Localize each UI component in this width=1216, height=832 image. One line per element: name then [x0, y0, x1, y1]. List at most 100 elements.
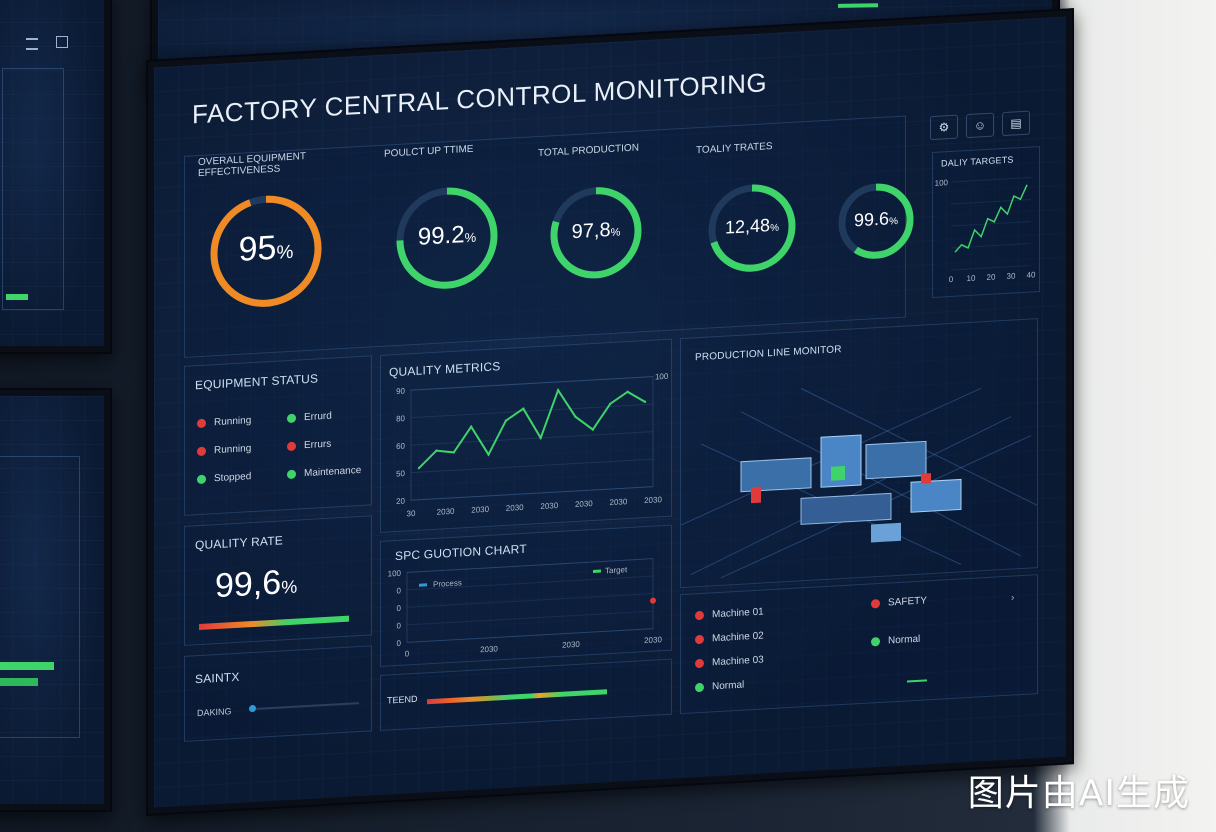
- status-label: Running: [214, 443, 252, 457]
- plot-area: [410, 376, 654, 501]
- status-label: Errurs: [304, 438, 332, 452]
- gauge-arc: [550, 187, 642, 279]
- daily-grid-line: [951, 265, 1031, 271]
- status-dot: [197, 418, 206, 429]
- target-legend-label: Target: [605, 565, 628, 575]
- spc-alert-dot: [650, 597, 656, 604]
- right-status-label: Normal: [888, 633, 921, 647]
- grid-line: [411, 403, 653, 419]
- quality-rate-panel: QUALITY RATE 99,6%: [184, 515, 372, 646]
- status-dot: [197, 474, 206, 485]
- quality-point: [643, 400, 647, 404]
- x-tick-label: 2030: [644, 495, 662, 505]
- gauge-number: 12,48: [725, 215, 771, 238]
- machine-item: Machine 02: [695, 630, 764, 645]
- saintx-label: DAKING: [197, 706, 232, 719]
- status-dot: [287, 469, 296, 479]
- gauge-arc: [210, 195, 322, 307]
- quality-rate-bar: [199, 615, 349, 631]
- quality-rate-unit: %: [281, 576, 298, 598]
- gauge-ring: [838, 183, 914, 259]
- trend-panel: TEEND: [380, 658, 672, 731]
- equipment-status-item: Stopped: [197, 471, 251, 485]
- quality-point: [452, 451, 455, 454]
- x-tick-label: 2030: [506, 503, 524, 513]
- machine-item: Machine 03: [695, 654, 764, 669]
- machine-status-panel: Machine 01 Machine 02 Machine 03 Normal SAF…: [680, 574, 1038, 715]
- right-status-label: SAFETY: [888, 595, 927, 609]
- left-green-bar: [6, 294, 28, 300]
- gauge-unit: %: [276, 241, 294, 264]
- machine-item: Normal: [695, 680, 744, 694]
- saintx-slider-track[interactable]: [253, 702, 359, 711]
- target-legend-swatch: [593, 569, 601, 574]
- saintx-slider-thumb[interactable]: [249, 704, 256, 713]
- production-line-3d-view: [681, 387, 1037, 579]
- right-status-dot: [871, 636, 880, 647]
- equipment-status-list: Running Errurd Running Errurs Stopped Mainten…: [185, 356, 371, 484]
- spc-y-tick: 0: [397, 604, 402, 613]
- quality-point: [487, 453, 490, 456]
- quality-metrics-chart: 90 80 60 50 20 100 30 2030 2030 2030 2030 2030 2030 2…: [396, 372, 669, 519]
- quality-point: [556, 389, 560, 392]
- gauge-number: 95: [238, 228, 277, 269]
- main-monitor: FACTORY CENTRAL CONTROL MONITORING ⚙ ☺ ▤…: [146, 8, 1074, 816]
- equipment-status-item: Running: [197, 443, 251, 457]
- quality-point: [435, 449, 438, 452]
- machine-dot: [695, 610, 704, 621]
- gauge-ring: [708, 184, 796, 272]
- quality-point: [469, 425, 473, 428]
- chevron-right-icon[interactable]: ›: [1011, 592, 1015, 604]
- equipment-status-item: Errurs: [287, 439, 331, 452]
- left-bottom-panel: [0, 456, 80, 738]
- quality-rate-title: QUALITY RATE: [195, 533, 283, 553]
- status-dot: [287, 413, 296, 423]
- spc-x-tick: 0: [405, 649, 410, 658]
- left-green-bar-2: [0, 662, 54, 670]
- quality-rate-number: 99,6: [215, 563, 282, 606]
- daily-series-line: [954, 184, 1028, 253]
- status-label: Running: [214, 415, 252, 429]
- machine-label: Machine 03: [712, 654, 764, 669]
- grid-line: [411, 431, 653, 446]
- y-tick-label: 20: [396, 496, 405, 506]
- spc-y-tick: 0: [397, 639, 402, 648]
- machine-label: Machine 02: [712, 630, 764, 645]
- gear-icon[interactable]: ⚙: [930, 114, 958, 141]
- y-right-tick: 100: [655, 372, 669, 382]
- daily-grid-line: [951, 199, 1031, 205]
- spc-grid-line: [407, 628, 653, 643]
- left-green-bar-3: [0, 678, 38, 686]
- gauge-arc: [396, 187, 498, 289]
- x-tick-label: 30: [407, 509, 416, 519]
- spc-grid-line: [407, 610, 653, 626]
- status-dot: [197, 446, 206, 457]
- machine-dot: [695, 634, 704, 645]
- user-icon[interactable]: ☺: [966, 112, 994, 139]
- process-legend-label: Process: [433, 578, 462, 589]
- document-icon[interactable]: ▤: [1002, 110, 1030, 137]
- right-status-item: Normal: [871, 634, 920, 648]
- production-line-panel: PRODUCTION LINE MONITOR: [680, 318, 1038, 589]
- equipment-status-title: EQUIPMENT STATUS: [195, 371, 319, 393]
- equipment-status-item: Errurd: [287, 411, 332, 425]
- machine-dot: [695, 658, 704, 669]
- equipment-status-item: Maintenance: [287, 465, 361, 480]
- grid-line: [411, 458, 653, 474]
- machine-label: Machine 01: [712, 606, 764, 621]
- daily-grid-line: [951, 221, 1031, 227]
- quality-point: [609, 402, 612, 405]
- daily-grid-line: [951, 177, 1031, 183]
- y-tick-label: 50: [396, 469, 405, 479]
- status-label: Stopped: [214, 471, 252, 485]
- gauge-4: 99.6%: [834, 177, 918, 266]
- equipment-status-panel: EQUIPMENT STATUS Running Errurd Running Err…: [184, 355, 372, 516]
- main-screen: FACTORY CENTRAL CONTROL MONITORING ⚙ ☺ ▤…: [154, 16, 1066, 808]
- quality-series-line: [418, 387, 646, 469]
- trend-label: TEEND: [387, 693, 418, 706]
- daily-x-tick: 20: [987, 272, 996, 282]
- list-icon: [26, 38, 38, 50]
- gauge-value: 95%: [206, 226, 326, 272]
- spc-x-tick: 2030: [644, 635, 662, 645]
- gauge-ring: [550, 187, 642, 279]
